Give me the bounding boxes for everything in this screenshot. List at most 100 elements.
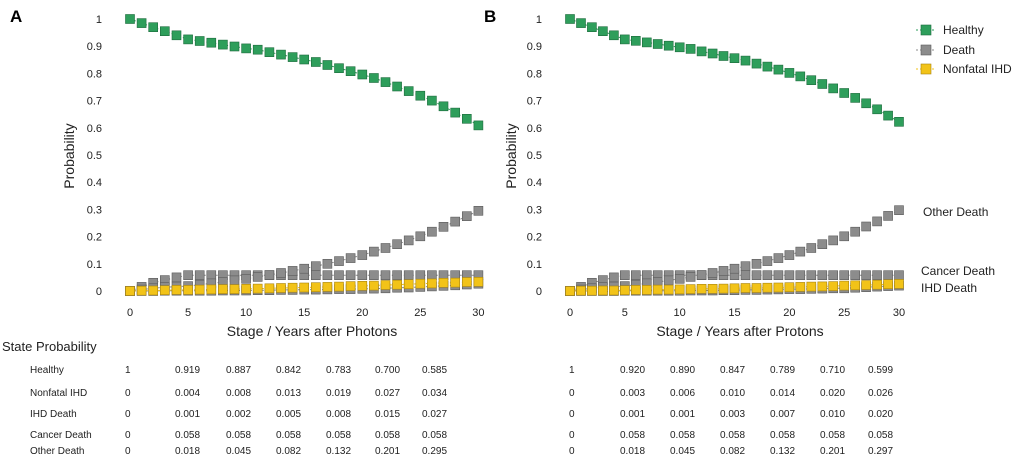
panel-a-point-other-death bbox=[450, 216, 461, 227]
panel-b-point-nonfatal-ihd bbox=[707, 283, 718, 294]
panel-b-point-nonfatal-ihd bbox=[696, 283, 707, 294]
panel-b-plot: 00.10.20.30.40.50.60.70.80.910 5 10 15 20 25 3… bbox=[527, 14, 905, 319]
table-cell-photons: 0.013 bbox=[276, 388, 301, 399]
panel-a-point-healthy bbox=[171, 30, 182, 41]
panel-b-xtick-label: 25 bbox=[838, 307, 850, 319]
table-cell-photons: 0 bbox=[125, 430, 131, 441]
panel-b-point-healthy bbox=[806, 75, 817, 85]
table-cell-photons: 0.058 bbox=[276, 430, 301, 441]
panel-b-ytick-label: 0.5 bbox=[527, 150, 542, 162]
panel-a-point-nonfatal-ihd bbox=[287, 282, 298, 293]
panel-a-point-other-death bbox=[380, 243, 391, 253]
panel-a-point-nonfatal-ihd bbox=[276, 283, 286, 293]
panel-b-point-nonfatal-ihd bbox=[762, 282, 773, 293]
panel-a-point-nonfatal-ihd bbox=[171, 285, 182, 295]
legend-healthy-marker bbox=[920, 24, 932, 36]
panel-a-point-healthy bbox=[322, 60, 333, 70]
panel-b-point-cancer-death bbox=[828, 270, 839, 281]
table-cell-photons: 0.034 bbox=[422, 388, 447, 399]
panel-b-point-cancer-death bbox=[619, 270, 630, 281]
panel-b-point-other-death bbox=[751, 258, 762, 269]
panel-a-xtick-label: 30 bbox=[472, 307, 484, 319]
table-cell-protons: 0.026 bbox=[868, 388, 893, 399]
panel-a-point-healthy bbox=[415, 90, 426, 101]
panel-b-point-other-death bbox=[718, 266, 729, 276]
panel-a-point-nonfatal-ihd bbox=[229, 284, 240, 294]
panel-a-point-cancer-death bbox=[403, 270, 414, 281]
panel-a-point-cancer-death bbox=[380, 270, 391, 281]
panel-b-point-nonfatal-ihd bbox=[806, 281, 817, 292]
panel-b-point-nonfatal-ihd bbox=[587, 285, 597, 296]
panel-a-point-other-death bbox=[357, 250, 368, 260]
panel-a-point-nonfatal-ihd bbox=[218, 284, 228, 294]
panel-b-point-nonfatal-ihd bbox=[784, 282, 795, 293]
panel-b-point-healthy bbox=[619, 34, 630, 45]
panel-b-point-other-death bbox=[784, 250, 795, 260]
panel-a-point-healthy bbox=[380, 77, 391, 87]
panel-a-point-healthy bbox=[450, 107, 461, 118]
panel-b-point-other-death bbox=[762, 256, 773, 266]
panel-a-point-other-death bbox=[427, 226, 437, 237]
panel-b-point-other-death bbox=[850, 226, 861, 237]
panel-b-ytick-label: 0.8 bbox=[527, 68, 542, 80]
table-cell-photons: 0 bbox=[125, 409, 131, 420]
panel-a-point-cancer-death bbox=[334, 270, 344, 281]
table-cell-protons: 0 bbox=[569, 446, 575, 457]
table-cell-protons: 0.045 bbox=[670, 446, 695, 457]
panel-a-point-nonfatal-ihd bbox=[380, 280, 391, 290]
panel-b-point-other-death bbox=[795, 246, 806, 257]
panel-b-point-cancer-death bbox=[784, 270, 795, 281]
panel-a-point-other-death bbox=[392, 239, 402, 249]
panel-a-point-nonfatal-ihd bbox=[392, 279, 402, 290]
table-cell-protons: 0.018 bbox=[620, 446, 645, 457]
panel-a-point-healthy bbox=[252, 44, 263, 55]
panel-a-point-cancer-death bbox=[369, 270, 379, 281]
panel-a-ylabel: Probability bbox=[61, 123, 77, 188]
panel-b-point-nonfatal-ihd bbox=[872, 279, 882, 290]
panel-a-series-line-healthy bbox=[129, 18, 479, 126]
panel-b-point-other-death bbox=[773, 253, 784, 263]
panel-b-point-cancer-death bbox=[740, 270, 751, 281]
panel-b-point-cancer-death bbox=[630, 270, 641, 281]
table-cell-photons: 0.027 bbox=[422, 409, 447, 420]
table-cell-protons: 0.789 bbox=[770, 365, 795, 376]
panel-b-series-line-healthy bbox=[569, 18, 900, 123]
panel-a-point-healthy bbox=[241, 43, 251, 54]
panel-a-ytick-label: 0.2 bbox=[87, 232, 102, 244]
table-cell-photons: 0.005 bbox=[276, 409, 301, 420]
panel-b-point-healthy bbox=[652, 39, 663, 49]
panel-b-point-nonfatal-ihd bbox=[598, 285, 608, 296]
panel-b-point-other-death bbox=[729, 263, 740, 274]
panel-a-point-healthy bbox=[206, 37, 217, 48]
table-cell-protons: 0.847 bbox=[720, 365, 745, 376]
panel-b-point-healthy bbox=[729, 53, 740, 64]
panel-a-ytick-label: 0.8 bbox=[87, 68, 102, 80]
panel-a-point-healthy bbox=[438, 101, 449, 112]
table-cell-photons: 0 bbox=[125, 388, 131, 399]
panel-b-point-nonfatal-ihd bbox=[641, 285, 652, 295]
panel-b-point-other-death bbox=[861, 221, 871, 232]
panel-a-point-cancer-death bbox=[194, 270, 205, 281]
panel-b-point-cancer-death bbox=[806, 270, 817, 281]
panel-b-xtick-label: 30 bbox=[893, 307, 905, 319]
table-cell-protons: 0.132 bbox=[770, 446, 795, 457]
panel-a-point-cancer-death bbox=[357, 270, 368, 281]
panel-a-point-nonfatal-ihd bbox=[322, 282, 333, 292]
panel-a-point-nonfatal-ihd bbox=[252, 283, 263, 294]
panel-b-point-nonfatal-ihd bbox=[663, 284, 674, 295]
panel-b-point-nonfatal-ihd bbox=[565, 286, 575, 296]
panel-b-point-nonfatal-ihd bbox=[674, 284, 685, 295]
table-cell-photons: 0.001 bbox=[175, 409, 200, 420]
panel-b-point-nonfatal-ihd bbox=[839, 280, 850, 291]
panel-b-point-nonfatal-ihd bbox=[729, 283, 740, 294]
panel-b-point-other-death bbox=[828, 235, 839, 246]
table-cell-protons: 1 bbox=[569, 365, 575, 376]
panel-b-xtick-label: 5 bbox=[622, 307, 628, 319]
table-cell-protons: 0 bbox=[569, 388, 575, 399]
panel-a-ytick-label: 0.5 bbox=[87, 150, 102, 162]
panel-a-point-nonfatal-ihd bbox=[206, 284, 217, 295]
panel-a-point-cancer-death bbox=[183, 270, 193, 281]
panel-b-point-healthy bbox=[707, 48, 718, 59]
panel-b-point-cancer-death bbox=[883, 270, 893, 281]
panel-b-point-nonfatal-ihd bbox=[576, 285, 586, 296]
